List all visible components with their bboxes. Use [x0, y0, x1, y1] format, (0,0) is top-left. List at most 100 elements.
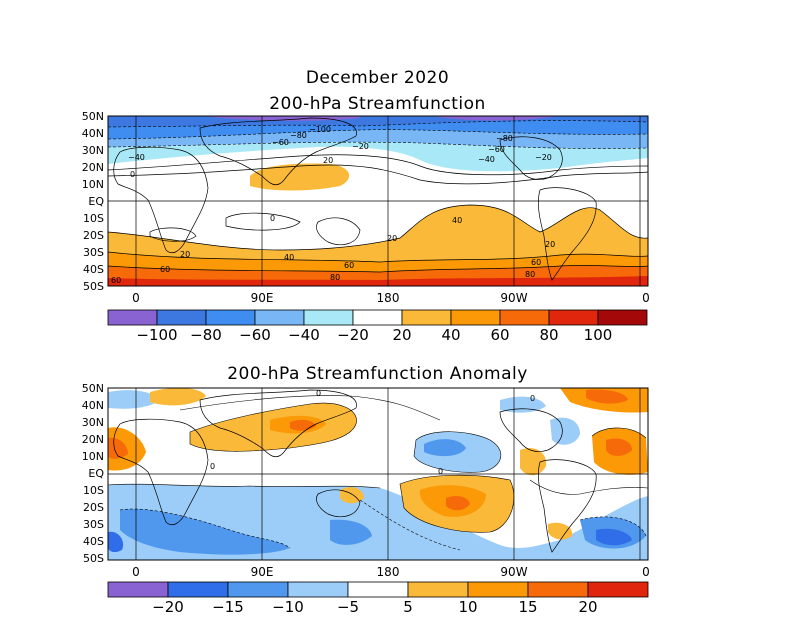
colorbar-swatch [467, 581, 529, 598]
p2-lat-20s: 20S [83, 501, 104, 514]
p1-clabel-80: 80 [330, 273, 340, 282]
p2-neg-south-3 [330, 519, 372, 545]
p2-lat-50s: 50S [83, 552, 104, 565]
p1-clabel-60d: 60 [111, 276, 121, 285]
p1-cb-tick-m100: −100 [136, 326, 177, 344]
p1-lat-20s: 20S [83, 229, 104, 242]
p1-clabel-m60b: −60 [488, 145, 505, 154]
p2-cb-tick-m15: −15 [212, 598, 244, 616]
panel1-title: 200-hPa Streamfunction [269, 94, 486, 114]
p1-cb-tick-m20: −20 [337, 326, 369, 344]
p2-cb-tick-m20: −20 [152, 598, 184, 616]
p1-lat-30s: 30S [83, 246, 104, 259]
p1-clabel-20c: 20 [387, 234, 397, 243]
p1-lat-40s: 40S [83, 263, 104, 276]
p1-clabel-80b: 80 [525, 270, 535, 279]
p2-neg-nw [108, 390, 160, 409]
p2-lon-0: 0 [132, 565, 140, 579]
p2-lat-10n: 10N [82, 450, 104, 463]
colorbar-swatch [499, 309, 550, 326]
p1-clabel-60: 60 [160, 265, 170, 274]
colorbar-swatch [548, 309, 599, 326]
p1-cb-tick-m80: −80 [190, 326, 222, 344]
p2-lat-30s: 30S [83, 518, 104, 531]
p1-clabel-m20: −20 [352, 142, 369, 151]
p1-clabel-60b: 60 [344, 261, 354, 270]
p2-neg-npac-2 [424, 439, 466, 457]
p2-cb-tick-10: 10 [458, 598, 477, 616]
panel2-colorbar [107, 581, 649, 598]
p1-clabel-20d: 20 [545, 240, 555, 249]
p1-clabel-m40b: −40 [478, 155, 495, 164]
panel1-lon-labels: 0 90E 180 90W 0 [132, 291, 650, 305]
p1-cb-tick-80: 80 [539, 326, 558, 344]
p1-lat-20n: 20N [82, 161, 104, 174]
p1-clabel-0: 0 [130, 170, 135, 179]
p2-coastlines [113, 389, 597, 553]
p2-cb-tick-15: 15 [518, 598, 537, 616]
p2-lat-40s: 40S [83, 535, 104, 548]
main-title: December 2020 [305, 68, 450, 88]
p2-cb-tick-m5: −5 [337, 598, 359, 616]
p2-pos-natl-2 [586, 389, 628, 404]
p1-clabel-20: 20 [323, 156, 333, 165]
p1-lon-180: 180 [377, 291, 400, 305]
p2-pos-sam-2 [548, 522, 573, 540]
p2-lat-20n: 20N [82, 433, 104, 446]
p2-cb-tick-m10: −10 [272, 598, 304, 616]
panel1-colorbar [107, 309, 648, 326]
colorbar-swatch [407, 581, 469, 598]
p2-neg-south-6 [108, 531, 124, 553]
panel2-title: 200-hPa Streamfunction Anomaly [227, 364, 528, 384]
p2-neg-atl [550, 417, 580, 445]
panel1-lat-labels: 50N 40N 30N 20N 10N EQ 10S 20S 30S 40S 5… [82, 110, 105, 293]
panel2-map: 0 0 0 0 [108, 388, 648, 560]
p2-lon-90e: 90E [251, 565, 274, 579]
panel2-frame [107, 387, 649, 561]
p2-neg-south-2 [120, 509, 290, 555]
p1-clabel-m80: −80 [290, 131, 307, 140]
p2-lat-10s: 10S [83, 484, 104, 497]
p1-coastlines [113, 117, 597, 281]
p1-cb-tick-20: 20 [392, 326, 411, 344]
p1-lon-90w: 90W [500, 291, 527, 305]
colorbar-swatch [527, 581, 589, 598]
panel2-lon-labels: 0 90E 180 90W 0 [132, 565, 650, 579]
p2-pos-sam [520, 447, 547, 476]
colorbar-swatch [347, 581, 409, 598]
p2-lat-eq: EQ [88, 467, 104, 480]
colorbar-swatch [352, 309, 403, 326]
p2-pos-spac-3 [446, 496, 470, 511]
p1-clabel-m40: −40 [128, 153, 145, 162]
p1-lat-30n: 30N [82, 144, 104, 157]
p2-lon-90w: 90W [500, 565, 527, 579]
p1-cb-tick-60: 60 [490, 326, 509, 344]
p1-clabel-0b: 0 [270, 214, 275, 223]
p2-clabel-0: 0 [210, 462, 215, 471]
p2-pos-nafr [150, 388, 206, 406]
p2-neg-south-5 [596, 528, 632, 546]
p1-clabel-60c: 60 [531, 258, 541, 267]
p1-clabel-m100: −100 [309, 125, 331, 134]
colorbar-swatch [227, 581, 289, 598]
colorbar-swatch [597, 309, 648, 326]
panel1-colorbar-ticks: −100 −80 −60 −40 −20 20 40 60 80 100 [136, 326, 612, 344]
p2-pos-atl-2 [606, 438, 632, 456]
p1-clabel-40b: 40 [284, 253, 294, 262]
panel2-colorbar-ticks: −20 −15 −10 −5 5 10 15 20 [152, 598, 597, 616]
p1-cb-tick-m40: −40 [288, 326, 320, 344]
p2-clabel-0c: 0 [438, 467, 443, 476]
p1-lon-90e: 90E [251, 291, 274, 305]
p2-lat-50n: 50N [82, 382, 104, 395]
p2-cb-tick-5: 5 [403, 598, 413, 616]
p2-lon-0b: 0 [642, 565, 650, 579]
colorbar-swatch [107, 581, 169, 598]
panel1-map: −100 −80 −80 −60 −60 −40 −40 −20 −20 0 0… [108, 116, 648, 286]
colorbar-swatch [287, 581, 349, 598]
p1-band-n20 [108, 142, 648, 172]
p1-lat-50n: 50N [82, 110, 104, 123]
p1-lat-40n: 40N [82, 127, 104, 140]
p2-contour-labels: 0 0 0 0 [210, 389, 535, 476]
p2-lat-30n: 30N [82, 416, 104, 429]
